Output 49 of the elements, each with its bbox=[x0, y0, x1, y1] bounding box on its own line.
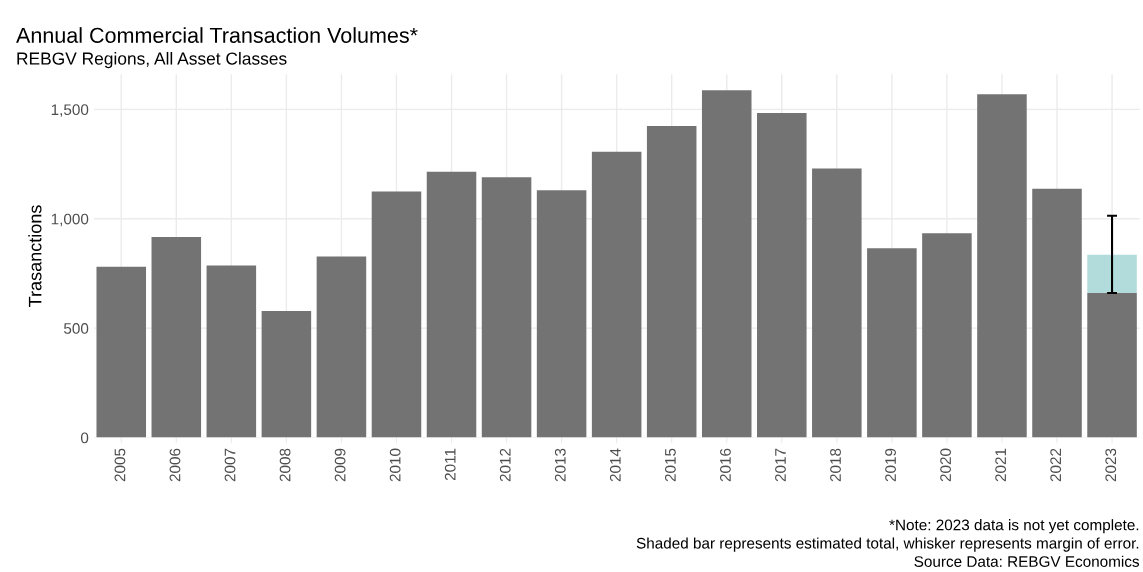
text: Shaded bar represents estimated total, whisker represents margin of error. bbox=[636, 537, 1139, 552]
source-note: Source Data: REBGV Economics bbox=[914, 555, 1140, 567]
x-tick-label: 2019 bbox=[885, 448, 896, 482]
bar bbox=[96, 266, 147, 438]
chart-title: Annual Commercial Transaction Volumes* bbox=[16, 27, 418, 43]
x-tick-label: 2012 bbox=[499, 448, 511, 482]
bar bbox=[261, 311, 312, 438]
x-tick-label: 2006 bbox=[169, 448, 181, 482]
bar bbox=[646, 126, 697, 438]
x-tick-label: 2020 bbox=[940, 448, 952, 482]
chart-subtitle: REBGV Regions, All Asset Classes bbox=[17, 51, 287, 69]
x-tick-label: 2009 bbox=[334, 448, 346, 482]
x-tick-label: 2013 bbox=[554, 448, 566, 482]
bar bbox=[536, 190, 587, 438]
bar bbox=[371, 191, 422, 438]
x-tick-label: 2007 bbox=[224, 448, 236, 482]
bar bbox=[1087, 254, 1137, 293]
bar bbox=[757, 113, 807, 438]
bar bbox=[151, 236, 202, 438]
bar bbox=[316, 256, 367, 438]
y-tick-label: 0 bbox=[80, 432, 89, 444]
x-tick-label: 2011 bbox=[444, 448, 456, 481]
bar bbox=[867, 248, 917, 438]
bar bbox=[701, 90, 752, 438]
x-tick-label: 2018 bbox=[830, 448, 841, 482]
x-tick-label: 2017 bbox=[775, 448, 786, 482]
bar bbox=[481, 177, 532, 438]
y-tick-label: 1,000 bbox=[51, 213, 89, 227]
y-tick-label: 500 bbox=[63, 323, 89, 334]
x-tick-label: 2008 bbox=[279, 448, 291, 482]
x-tick-label: 2022 bbox=[1050, 448, 1062, 482]
text: *Note: 2023 data is not yet complete. bbox=[889, 519, 1139, 534]
y-axis-title: Trasanctions bbox=[28, 205, 42, 307]
x-tick-label: 2023 bbox=[1105, 448, 1117, 482]
y-tick-label: 1,500 bbox=[51, 104, 89, 117]
x-tick-label: 2021 bbox=[995, 448, 1007, 482]
bar bbox=[812, 168, 862, 438]
bar bbox=[977, 94, 1027, 438]
bar bbox=[591, 151, 642, 438]
x-tick-label: 2005 bbox=[114, 448, 126, 482]
bar bbox=[206, 265, 257, 438]
bar bbox=[426, 171, 477, 438]
bar bbox=[922, 233, 972, 438]
x-tick-label: 2014 bbox=[609, 448, 621, 482]
x-tick-label: 2016 bbox=[720, 448, 731, 482]
bar bbox=[1032, 188, 1082, 438]
x-tick-label: 2015 bbox=[664, 448, 676, 482]
bar bbox=[1087, 292, 1137, 438]
x-tick-label: 2010 bbox=[389, 448, 401, 482]
